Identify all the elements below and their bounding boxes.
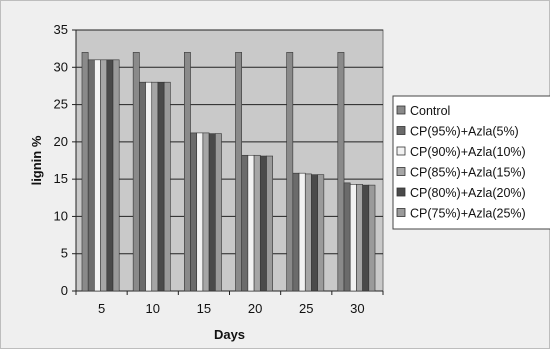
legend-entry: Control	[410, 104, 450, 118]
bar	[81, 52, 89, 292]
bar	[266, 155, 273, 292]
bar	[87, 59, 95, 292]
bar	[94, 59, 101, 292]
x-tick-label: 20	[248, 301, 262, 316]
bar	[202, 132, 210, 292]
bar	[139, 81, 146, 292]
bar	[317, 174, 325, 292]
bar	[253, 154, 261, 292]
bar	[151, 81, 159, 292]
bar	[259, 155, 267, 292]
bar	[196, 132, 204, 292]
bar	[190, 132, 198, 292]
legend-swatch	[396, 146, 406, 156]
legend-swatch	[396, 167, 406, 176]
bar	[368, 184, 376, 292]
y-tick-label: 30	[54, 59, 68, 74]
legend: Control CP(95%)+Azla(5%) CP(90%)+Azla(10%)…	[392, 95, 550, 230]
bar	[145, 81, 153, 292]
y-axis-title: lignin %	[29, 135, 44, 185]
y-tick-label: 5	[61, 246, 68, 261]
bar	[356, 184, 363, 292]
bar	[184, 52, 191, 292]
bar	[106, 59, 114, 292]
legend-swatch	[396, 126, 406, 135]
bar	[337, 52, 345, 292]
bar	[362, 184, 370, 292]
bar	[100, 59, 108, 292]
bar	[241, 154, 249, 292]
bar	[235, 52, 242, 292]
legend-swatch	[396, 187, 406, 197]
y-tick-label: 10	[54, 208, 68, 223]
y-tick-label: 0	[61, 283, 68, 298]
legend-entry: CP(95%)+Azla(5%)	[410, 125, 519, 139]
bar	[157, 81, 165, 292]
bar	[292, 172, 300, 292]
bar	[304, 173, 312, 292]
x-tick-label: 5	[98, 301, 105, 316]
y-tick-label: 15	[54, 171, 68, 186]
x-tick-label: 15	[197, 301, 211, 316]
bar	[343, 182, 351, 292]
legend-entry: CP(85%)+Azla(15%)	[410, 166, 526, 180]
bar	[349, 184, 357, 292]
legend-box	[392, 95, 550, 230]
legend-entry: CP(75%)+Azla(25%)	[410, 207, 526, 221]
legend-swatch	[396, 208, 406, 217]
bar	[132, 52, 140, 292]
bar	[247, 154, 255, 292]
y-tick-label: 20	[54, 134, 68, 149]
bar	[286, 52, 294, 292]
x-tick-label: 25	[299, 301, 313, 316]
bar	[215, 133, 222, 292]
bar	[163, 81, 171, 292]
y-tick-label: 25	[54, 97, 68, 112]
y-tick-label: 35	[54, 22, 68, 37]
legend-entry: CP(90%)+Azla(10%)	[410, 145, 526, 159]
bar	[208, 133, 216, 292]
bar	[311, 174, 318, 292]
bar	[112, 59, 120, 292]
legend-entry: CP(80%)+Azla(20%)	[410, 186, 526, 200]
x-axis-title: Days	[214, 327, 245, 342]
legend-swatch	[396, 105, 406, 115]
bar	[298, 172, 306, 292]
plot-area	[75, 29, 384, 292]
x-tick-label: 30	[350, 301, 364, 316]
x-tick-label: 10	[146, 301, 160, 316]
